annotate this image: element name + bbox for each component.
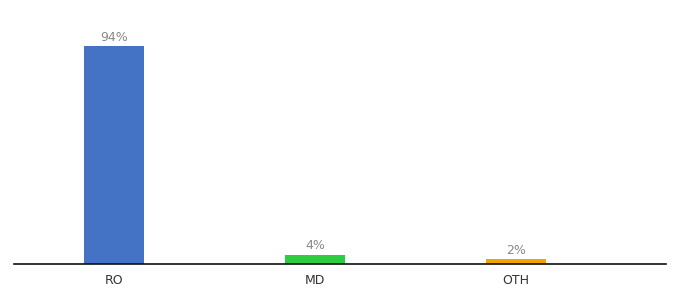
Text: 2%: 2% <box>506 244 526 256</box>
Text: 4%: 4% <box>305 239 325 252</box>
Bar <box>285 255 345 264</box>
Bar <box>486 260 546 264</box>
Text: 94%: 94% <box>100 31 128 44</box>
Bar <box>84 46 144 264</box>
